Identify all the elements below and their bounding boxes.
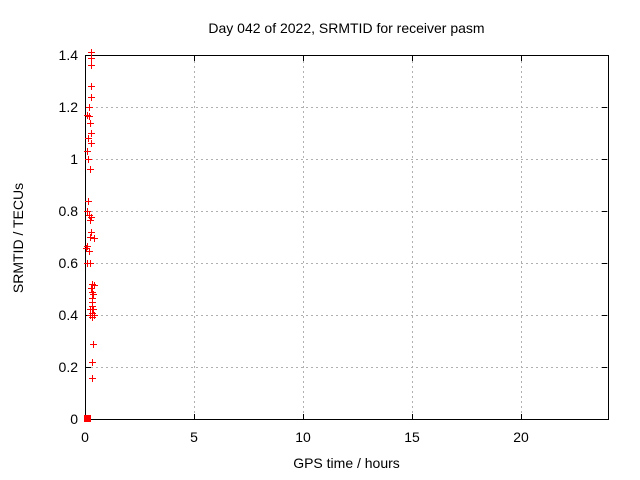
- y-tick-label: 1.4: [58, 47, 78, 63]
- x-tick-top: [412, 56, 413, 61]
- gridline-horizontal: [86, 211, 608, 212]
- data-point-marker: [84, 148, 91, 155]
- y-tick-left: [86, 367, 91, 368]
- y-tick-right: [602, 211, 607, 212]
- x-tick-bottom: [412, 414, 413, 419]
- data-point-marker: [88, 285, 95, 292]
- gridline-vertical: [303, 56, 304, 419]
- x-axis-label: GPS time / hours: [293, 455, 400, 471]
- gridline-horizontal: [86, 263, 608, 264]
- data-point-marker: [86, 104, 93, 111]
- gridline-vertical: [412, 56, 413, 419]
- x-tick-label: 20: [513, 429, 529, 445]
- data-point-marker: [85, 156, 92, 163]
- data-point-marker: [91, 235, 98, 242]
- data-point-marker: [89, 314, 96, 321]
- y-tick-right: [602, 55, 607, 56]
- y-tick-label: 1.2: [58, 99, 78, 115]
- data-point-marker: [87, 217, 94, 224]
- data-point-marker: [86, 248, 93, 255]
- data-point-marker: [89, 295, 96, 302]
- y-tick-label: 0.8: [58, 203, 78, 219]
- y-tick-right: [602, 367, 607, 368]
- y-tick-right: [602, 263, 607, 264]
- x-tick-bottom: [521, 414, 522, 419]
- gridline-horizontal: [86, 107, 608, 108]
- data-point-marker: [85, 135, 92, 142]
- x-tick-top: [85, 56, 86, 61]
- gridline-vertical: [521, 56, 522, 419]
- x-tick-top: [521, 56, 522, 61]
- y-tick-label: 0.4: [58, 307, 78, 323]
- data-point-marker: [89, 299, 96, 306]
- data-point-marker: [88, 229, 95, 236]
- gridline-horizontal: [86, 159, 608, 160]
- x-tick-bottom: [303, 414, 304, 419]
- y-tick-label: 1: [70, 151, 78, 167]
- data-point-marker: [88, 94, 95, 101]
- data-point-marker: [87, 166, 94, 173]
- gridline-horizontal: [86, 315, 608, 316]
- chart-title: Day 042 of 2022, SRMTID for receiver pas…: [208, 20, 485, 36]
- x-tick-label: 0: [81, 429, 89, 445]
- y-tick-right: [602, 419, 607, 420]
- y-tick-right: [602, 159, 607, 160]
- x-tick-top: [303, 56, 304, 61]
- data-point-marker: [89, 375, 96, 382]
- origin-cluster-marker: [84, 415, 91, 422]
- data-point-marker: [89, 359, 96, 366]
- x-tick-top: [194, 56, 195, 61]
- gridline-horizontal: [86, 367, 608, 368]
- data-point-marker: [85, 198, 92, 205]
- data-point-marker: [90, 306, 97, 313]
- data-point-marker: [88, 62, 95, 69]
- x-tick-bottom: [194, 414, 195, 419]
- x-tick-label: 15: [404, 429, 420, 445]
- y-axis-label: SRMTID / TECUs: [10, 182, 26, 294]
- data-point-marker: [86, 113, 93, 120]
- data-point-marker: [84, 208, 91, 215]
- y-tick-label: 0.2: [58, 359, 78, 375]
- x-tick-label: 10: [295, 429, 311, 445]
- y-tick-right: [602, 315, 607, 316]
- y-tick-right: [602, 107, 607, 108]
- gridline-vertical: [194, 56, 195, 419]
- data-point-marker: [88, 130, 95, 137]
- x-tick-label: 5: [190, 429, 198, 445]
- y-tick-label: 0: [70, 411, 78, 427]
- data-point-marker: [87, 260, 94, 267]
- data-point-marker: [90, 291, 97, 298]
- y-tick-label: 0.6: [58, 255, 78, 271]
- data-point-marker: [88, 49, 95, 56]
- data-point-marker: [87, 120, 94, 127]
- data-point-marker: [87, 234, 94, 241]
- data-point-marker: [88, 140, 95, 147]
- data-point-marker: [88, 55, 95, 62]
- plot-area: [85, 55, 609, 420]
- data-point-marker: [90, 341, 97, 348]
- data-point-marker: [88, 83, 95, 90]
